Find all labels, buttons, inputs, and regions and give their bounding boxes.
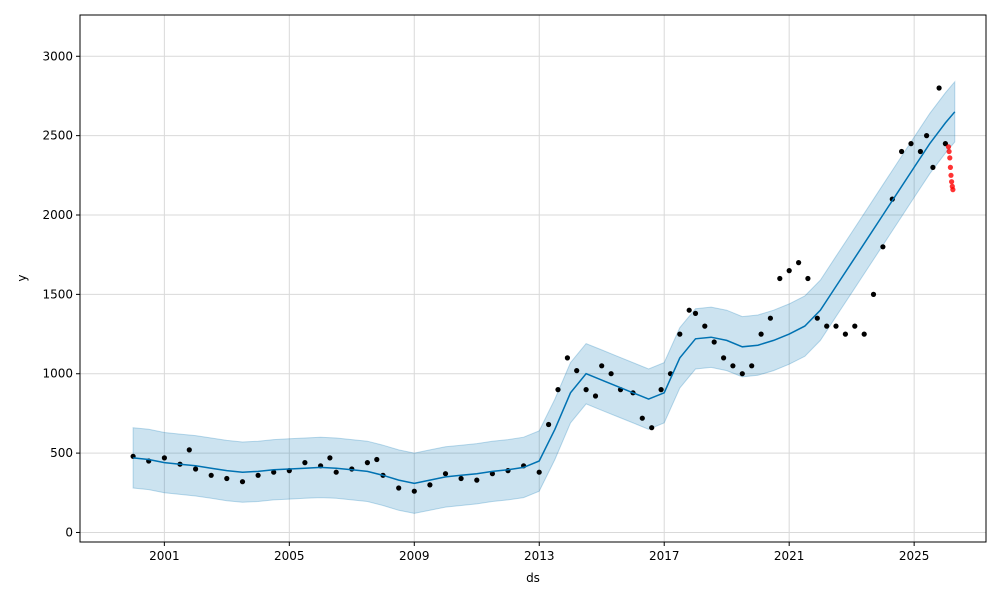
actual-point [327, 455, 333, 461]
actual-point [852, 323, 858, 329]
x-axis-label: ds [526, 571, 540, 585]
actual-point [574, 368, 580, 374]
grid [80, 15, 986, 542]
x-tick-label: 2005 [274, 549, 305, 563]
x-axis-ticks: 2001 2005 2009 2013 2017 2021 2025 [149, 542, 929, 563]
actual-point [396, 485, 402, 491]
actual-point [411, 488, 417, 494]
actual-point [302, 460, 308, 466]
actual-point [186, 447, 192, 453]
x-tick-label: 2009 [399, 549, 430, 563]
actual-point [489, 471, 495, 477]
actual-point [271, 469, 277, 475]
actual-point [658, 387, 664, 393]
x-tick-label: 2021 [774, 549, 805, 563]
x-tick-label: 2001 [149, 549, 180, 563]
x-tick-label: 2013 [524, 549, 555, 563]
y-tick-label: 1000 [42, 367, 73, 381]
actual-point [608, 371, 614, 377]
y-axis-ticks: 0 500 1000 1500 2000 2500 3000 [42, 49, 80, 539]
actual-point [564, 355, 571, 361]
actual-point [786, 268, 792, 274]
actual-point [767, 315, 774, 321]
test-point [945, 144, 952, 150]
y-tick-label: 2500 [42, 129, 73, 143]
actual-point [333, 469, 339, 475]
y-tick-label: 1500 [42, 287, 73, 301]
actual-point [592, 393, 599, 399]
uncertainty-interval [132, 80, 956, 514]
actual-point [427, 482, 433, 488]
x-tick-label: 2025 [899, 549, 930, 563]
actual-point [536, 469, 542, 475]
x-tick-label: 2017 [649, 549, 680, 563]
actual-point [599, 363, 605, 369]
test-points [945, 144, 956, 193]
actual-point [193, 466, 199, 472]
test-point [946, 148, 952, 155]
actual-point [442, 471, 449, 477]
actual-point [936, 85, 942, 91]
actual-point [161, 455, 167, 461]
actual-point [814, 315, 820, 321]
actual-point [374, 456, 380, 463]
test-point [948, 172, 954, 178]
actual-point [677, 331, 683, 337]
actual-point [208, 472, 214, 478]
actual-point [824, 323, 830, 329]
y-tick-label: 3000 [42, 49, 73, 63]
actual-point [692, 310, 699, 316]
actual-point [796, 260, 802, 266]
actual-point [702, 323, 708, 329]
actual-point [583, 387, 589, 393]
actual-point [458, 475, 464, 482]
actual-point [899, 148, 905, 155]
actual-point [880, 244, 886, 250]
actual-point [555, 387, 561, 393]
actual-point [474, 477, 480, 483]
actual-point [649, 425, 655, 431]
actual-point [908, 141, 914, 147]
actual-point [930, 164, 936, 170]
actual-point [942, 141, 949, 147]
actual-point [721, 355, 727, 361]
actual-point [842, 331, 849, 337]
test-point [950, 187, 956, 193]
actual-point [861, 331, 867, 337]
actual-point [364, 460, 370, 466]
y-tick-label: 0 [65, 525, 73, 539]
y-tick-label: 2000 [42, 208, 73, 222]
y-tick-label: 500 [50, 446, 73, 460]
actual-point [686, 307, 692, 313]
actual-point [639, 415, 645, 421]
test-point [949, 179, 955, 185]
actual-point [749, 363, 755, 369]
actual-point [870, 291, 877, 297]
actual-point [739, 371, 745, 377]
actual-point [777, 275, 783, 282]
y-axis-label: y [15, 274, 29, 281]
test-point [947, 164, 954, 170]
actual-point [758, 331, 764, 337]
actual-point [917, 148, 924, 155]
actual-point [711, 339, 717, 345]
actual-point [255, 472, 261, 478]
actual-point [833, 323, 839, 329]
plot-frame [79, 14, 987, 543]
actual-point [224, 475, 230, 482]
actual-point [924, 133, 930, 139]
forecast-line [133, 111, 956, 485]
test-point [947, 155, 953, 161]
actual-point [239, 479, 246, 485]
actual-point [805, 275, 811, 282]
actual-point [730, 363, 736, 369]
actual-point [546, 421, 552, 428]
